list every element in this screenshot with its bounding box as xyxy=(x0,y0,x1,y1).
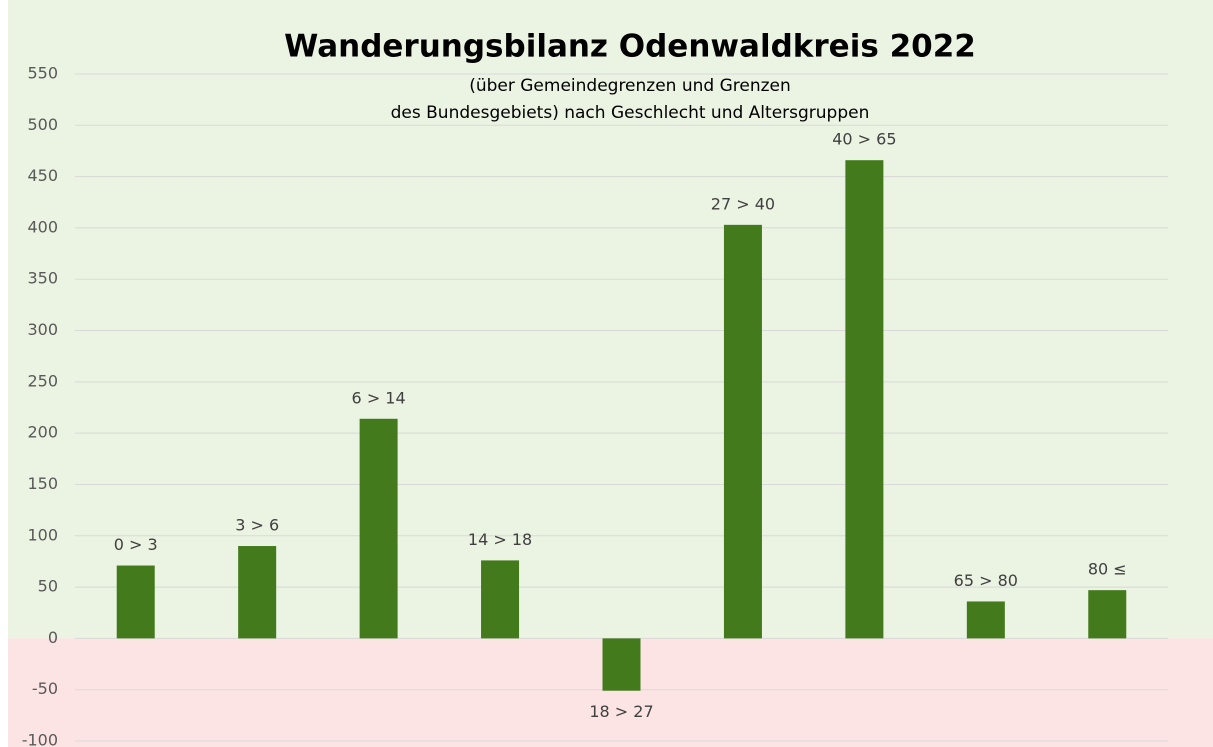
bar xyxy=(481,560,520,639)
chart-subtitle: (über Gemeindegrenzen und Grenzen xyxy=(469,76,791,96)
chart-subtitle: des Bundesgebiets) nach Geschlecht und A… xyxy=(391,103,870,123)
y-tick-label: 50 xyxy=(38,577,58,596)
y-tick-label: 550 xyxy=(27,64,58,83)
y-tick-label: 0 xyxy=(48,628,58,647)
category-label: 27 > 40 xyxy=(711,194,775,213)
bar xyxy=(602,638,641,691)
bar xyxy=(723,224,762,639)
category-label: 18 > 27 xyxy=(589,702,653,721)
category-label: 0 > 3 xyxy=(114,535,158,554)
bar xyxy=(1088,590,1127,639)
bar xyxy=(966,601,1005,639)
category-label: 65 > 80 xyxy=(954,571,1018,590)
category-label: 14 > 18 xyxy=(468,530,532,549)
y-tick-label: -100 xyxy=(22,731,58,747)
y-tick-label: 400 xyxy=(27,217,58,236)
y-tick-label: 450 xyxy=(27,166,58,185)
chart-title: Wanderungsbilanz Odenwaldkreis 2022 xyxy=(284,29,976,65)
y-tick-label: 500 xyxy=(27,115,58,134)
y-tick-label: 200 xyxy=(27,423,58,442)
category-label: 40 > 65 xyxy=(832,130,896,149)
y-tick-label: 350 xyxy=(27,269,58,288)
bar xyxy=(845,160,884,639)
y-tick-label: 150 xyxy=(27,474,58,493)
bar xyxy=(116,565,155,639)
y-tick-label: -50 xyxy=(32,679,58,698)
y-tick-label: 300 xyxy=(27,320,58,339)
bar xyxy=(359,418,398,639)
y-tick-label: 250 xyxy=(27,371,58,390)
bar xyxy=(238,546,277,639)
category-label: 3 > 6 xyxy=(235,516,279,535)
y-tick-label: 100 xyxy=(27,525,58,544)
category-label: 80 ≤ xyxy=(1088,560,1127,579)
positive-background xyxy=(8,0,1213,639)
category-label: 6 > 14 xyxy=(352,388,406,407)
